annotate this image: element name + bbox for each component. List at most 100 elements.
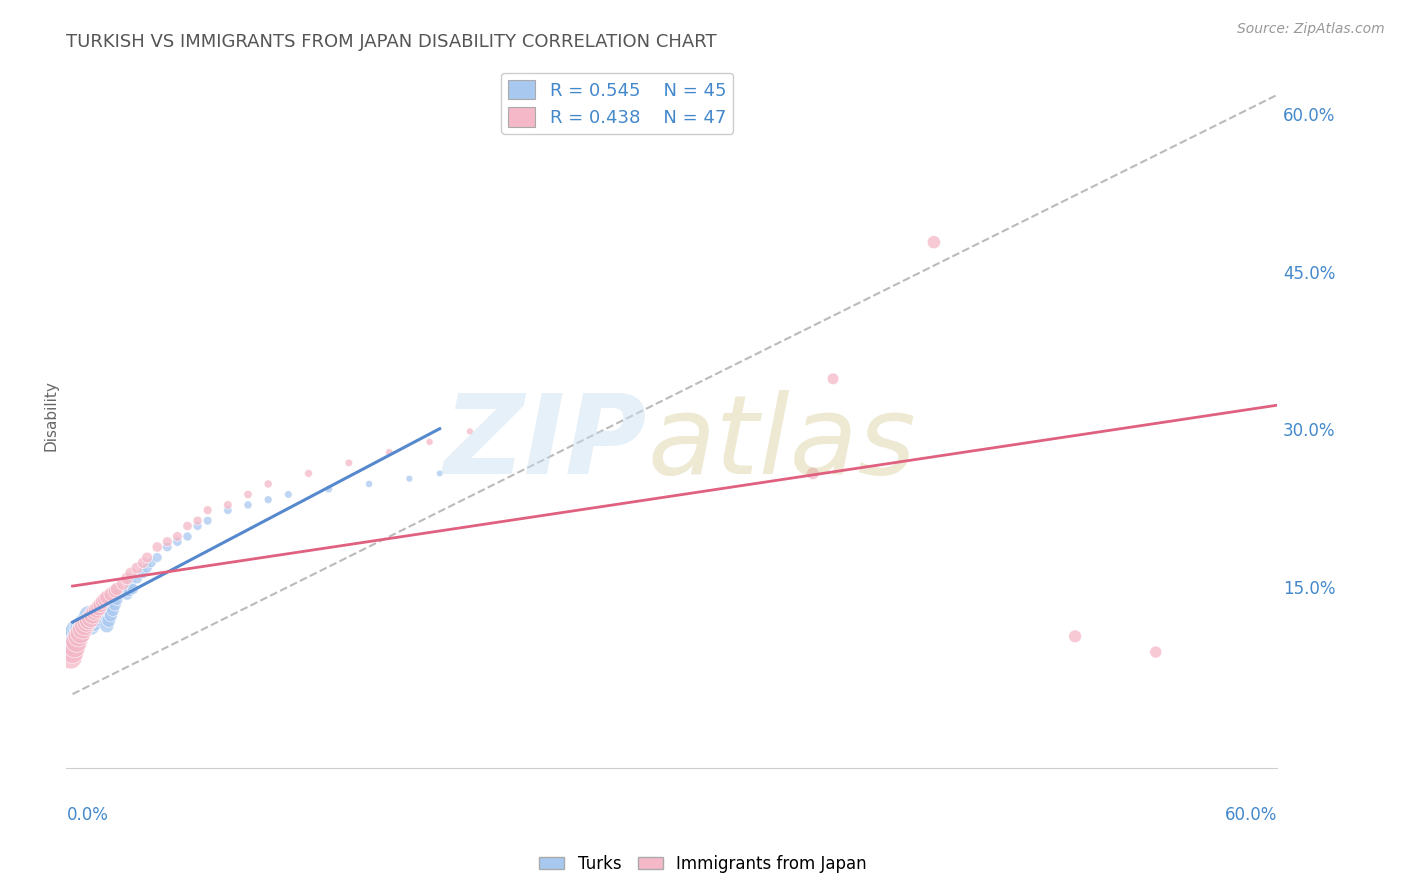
Point xyxy=(118,584,141,599)
Point xyxy=(217,498,239,512)
Point xyxy=(91,594,114,608)
Point xyxy=(197,514,219,528)
Point xyxy=(77,608,100,623)
Point xyxy=(77,614,100,628)
Point xyxy=(236,487,259,501)
Point xyxy=(111,576,134,591)
Point xyxy=(67,626,90,640)
Point xyxy=(337,456,360,470)
Point xyxy=(318,482,340,496)
Point xyxy=(398,472,420,486)
Point xyxy=(65,634,87,648)
Point xyxy=(87,603,110,617)
Point xyxy=(100,608,122,623)
Point xyxy=(100,587,122,601)
Point xyxy=(59,650,82,665)
Text: ZIP: ZIP xyxy=(444,391,647,497)
Point xyxy=(94,592,117,607)
Point xyxy=(277,487,299,501)
Point xyxy=(94,598,117,612)
Point xyxy=(236,498,259,512)
Text: 45.0%: 45.0% xyxy=(1282,265,1336,283)
Point xyxy=(1064,629,1087,643)
Point xyxy=(257,492,280,507)
Point xyxy=(79,619,101,633)
Legend: Turks, Immigrants from Japan: Turks, Immigrants from Japan xyxy=(533,848,873,880)
Text: atlas: atlas xyxy=(647,391,917,497)
Point xyxy=(166,529,188,543)
Point xyxy=(115,587,138,601)
Text: TURKISH VS IMMIGRANTS FROM JAPAN DISABILITY CORRELATION CHART: TURKISH VS IMMIGRANTS FROM JAPAN DISABIL… xyxy=(66,33,717,51)
Point xyxy=(104,598,127,612)
Text: 15.0%: 15.0% xyxy=(1282,580,1336,598)
Point xyxy=(76,614,98,628)
Point xyxy=(86,608,108,623)
Point xyxy=(86,603,108,617)
Point xyxy=(76,615,98,630)
Point xyxy=(187,514,209,528)
Point xyxy=(801,467,824,481)
Point xyxy=(65,624,87,638)
Point xyxy=(146,540,169,554)
Text: 0.0%: 0.0% xyxy=(66,806,108,824)
Point xyxy=(297,467,319,481)
Point xyxy=(97,614,120,628)
Point xyxy=(72,622,94,636)
Point xyxy=(257,477,280,491)
Point xyxy=(90,598,112,612)
Point xyxy=(72,619,94,633)
Point xyxy=(458,425,481,439)
Point xyxy=(104,584,127,599)
Point xyxy=(136,561,159,575)
Point xyxy=(166,534,188,549)
Point xyxy=(82,608,104,623)
Point xyxy=(105,582,128,596)
Point xyxy=(125,572,148,586)
Text: Source: ZipAtlas.com: Source: ZipAtlas.com xyxy=(1237,22,1385,37)
Point xyxy=(176,529,198,543)
Point xyxy=(197,503,219,517)
Point xyxy=(79,611,101,625)
Point xyxy=(63,640,86,654)
Point xyxy=(62,645,84,659)
Point xyxy=(96,591,118,605)
Point xyxy=(429,467,451,481)
Point xyxy=(96,619,118,633)
Point xyxy=(63,629,86,643)
Point xyxy=(90,605,112,619)
Point xyxy=(101,603,124,617)
Point xyxy=(67,629,90,643)
Point xyxy=(69,622,91,636)
Text: 60.0%: 60.0% xyxy=(1282,107,1336,125)
Point xyxy=(176,519,198,533)
Point xyxy=(156,534,179,549)
Point xyxy=(83,605,105,619)
Point xyxy=(87,601,110,615)
Point xyxy=(922,235,945,250)
Point xyxy=(115,572,138,586)
Point xyxy=(62,634,84,648)
Point xyxy=(1144,645,1167,659)
Point xyxy=(69,626,91,640)
Point xyxy=(132,556,155,570)
Point xyxy=(821,372,844,386)
Point xyxy=(378,445,401,459)
Point xyxy=(141,556,163,570)
Point xyxy=(122,582,145,596)
Point xyxy=(125,561,148,575)
Point xyxy=(120,566,142,581)
Point xyxy=(146,550,169,565)
Point xyxy=(120,576,142,591)
Point xyxy=(83,611,105,625)
Point xyxy=(73,619,96,633)
Point xyxy=(357,477,380,491)
Text: 30.0%: 30.0% xyxy=(1282,423,1336,441)
Point xyxy=(73,615,96,630)
Text: 60.0%: 60.0% xyxy=(1225,806,1277,824)
Point xyxy=(419,434,441,449)
Point xyxy=(132,566,155,581)
Point xyxy=(91,601,114,615)
Y-axis label: Disability: Disability xyxy=(44,380,58,451)
Point xyxy=(136,550,159,565)
Point xyxy=(82,615,104,630)
